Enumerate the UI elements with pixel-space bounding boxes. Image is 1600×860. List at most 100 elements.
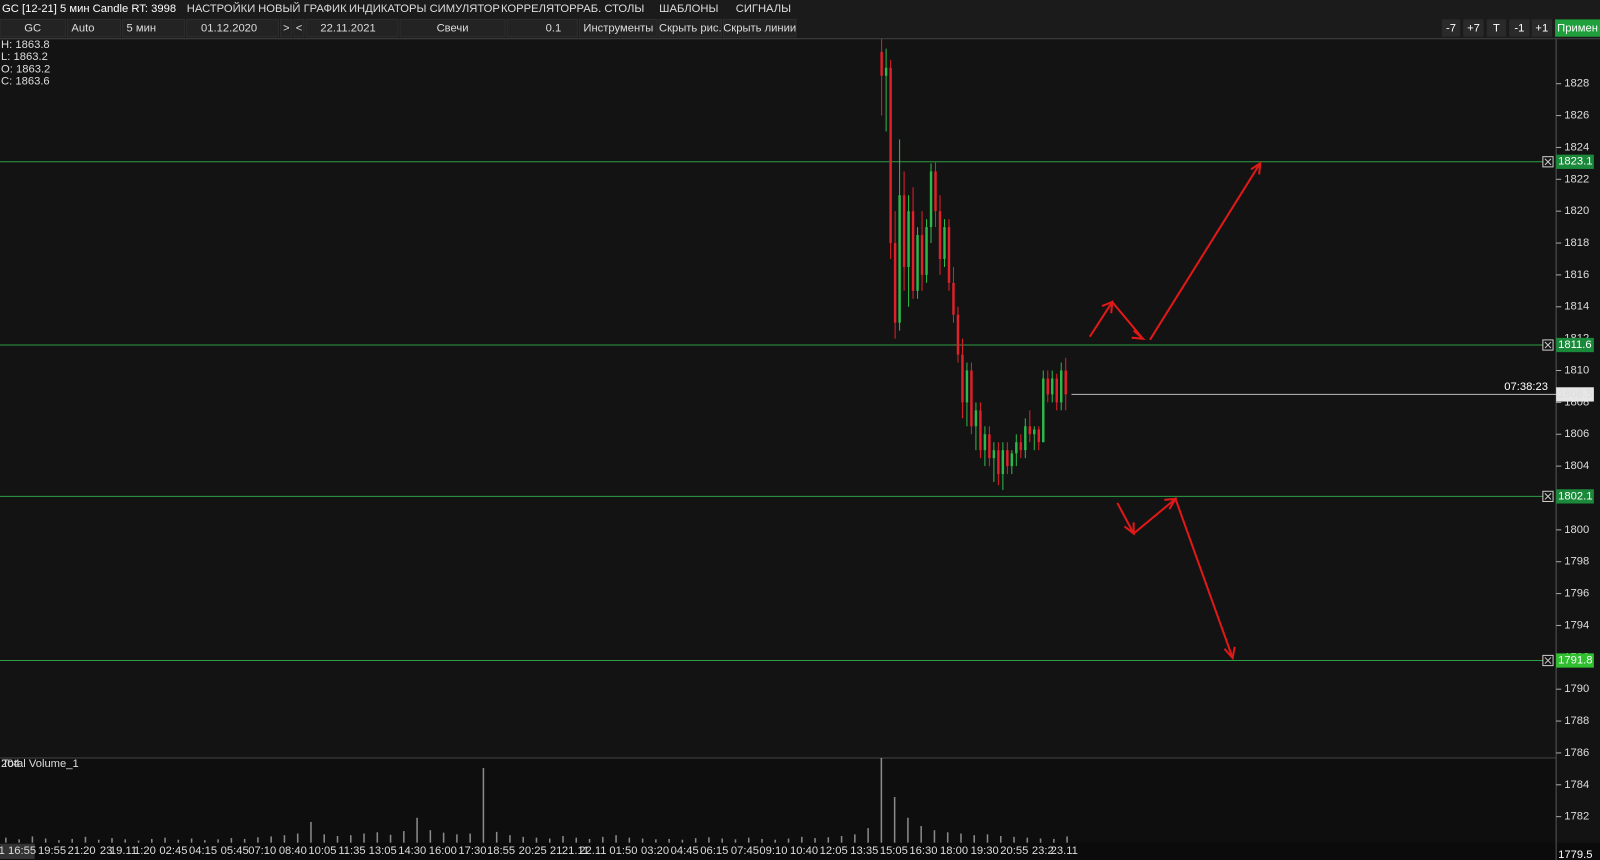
menu-item[interactable]: РАБ. СТОЛЫ [577, 3, 645, 15]
volume-bar [5, 837, 7, 843]
volume-bar [363, 833, 365, 843]
chart-title: GC [12-21] 5 мин Candle RT: 3998 [2, 3, 176, 15]
volume-bar [296, 833, 299, 843]
level-close[interactable] [1542, 654, 1554, 667]
menu-item[interactable]: КОРРЕЛЯТОР [501, 3, 577, 15]
candle-body [983, 434, 987, 451]
menu-item[interactable]: ШАБЛОНЫ [659, 3, 718, 15]
input-field[interactable] [579, 18, 658, 38]
input-field[interactable] [399, 18, 506, 38]
candle-body [943, 227, 946, 259]
menu-item[interactable]: ИНДИКАТОРЫ [349, 3, 427, 15]
button[interactable] [1555, 19, 1600, 37]
volume-bar [641, 838, 644, 843]
arrow [1116, 497, 1234, 659]
volume-bar [655, 839, 657, 843]
arrow [1149, 162, 1262, 341]
x-tick-label: 21:20 [68, 845, 96, 857]
input-text[interactable]: 01.12.2020 [201, 23, 257, 35]
input-field[interactable] [186, 18, 280, 38]
input-text[interactable]: GC [24, 23, 41, 35]
x-tick-label: 12:05 [820, 845, 848, 857]
volume-bar [124, 839, 127, 843]
input-field[interactable] [0, 18, 66, 38]
volume-bar [907, 817, 909, 843]
candle-body [911, 211, 915, 291]
volume-bar [97, 839, 100, 843]
input-text[interactable]: 0.1 [546, 23, 562, 35]
menu-item[interactable]: СИГНАЛЫ [736, 3, 791, 15]
volume-bar [350, 835, 352, 843]
y-tick-label: 1814 [1564, 301, 1589, 313]
x-tick-label: 19.11 [110, 845, 137, 857]
input-field[interactable] [658, 18, 722, 38]
volume-tick-label: 204 [1, 758, 20, 770]
button-label[interactable]: +1 [1535, 23, 1548, 35]
volume-bar [602, 836, 604, 843]
candle-body [889, 67, 892, 244]
candle-body [970, 370, 973, 427]
level-close-x[interactable] [1544, 341, 1552, 349]
volume-bar [84, 836, 87, 843]
input-text[interactable]: > [283, 23, 290, 35]
input-field[interactable] [121, 18, 186, 38]
candle-body [952, 282, 955, 315]
input-field[interactable] [66, 18, 121, 38]
button-label[interactable]: T [1493, 23, 1500, 35]
y-tick-label: 1800 [1564, 524, 1589, 536]
input-text[interactable]: < [296, 23, 303, 35]
input-text[interactable]: 5 мин [127, 23, 157, 35]
input-field[interactable] [506, 18, 579, 38]
y-tick-label: 1824 [1564, 141, 1589, 153]
input-text[interactable]: Инструменты [583, 23, 653, 35]
level-close-x[interactable] [1544, 158, 1552, 166]
input-field[interactable] [722, 18, 797, 38]
volume-bar [429, 830, 432, 843]
input-text[interactable]: Свечи [437, 23, 469, 35]
candle-body [1055, 378, 1058, 403]
volume-bar [814, 838, 816, 843]
level-close-x[interactable] [1544, 492, 1552, 500]
input-field[interactable] [305, 18, 399, 38]
input-field[interactable] [293, 18, 305, 38]
level-close-x[interactable] [1544, 657, 1552, 664]
x-tick-label: 18:55 [487, 845, 515, 857]
level-close[interactable] [1542, 490, 1554, 502]
menu-item[interactable]: НОВЫЙ ГРАФИК [258, 2, 347, 15]
x-tick-label: 13:35 [850, 845, 878, 857]
volume-bar [495, 831, 498, 843]
volume-bar [230, 838, 233, 843]
volume-bar [257, 837, 259, 843]
volume-bar [973, 835, 975, 843]
y-tick-label: 1788 [1564, 715, 1589, 727]
button[interactable] [1531, 19, 1553, 37]
volume-bar [734, 839, 737, 843]
button-label[interactable]: -7 [1446, 23, 1456, 35]
input-text[interactable]: 22.11.2021 [320, 23, 375, 35]
button-label[interactable]: Примен [1557, 23, 1598, 35]
x-tick-label: 13:05 [369, 845, 397, 857]
y-tick-label: 1786 [1564, 747, 1589, 759]
volume-bar [615, 835, 617, 843]
input-text[interactable]: Скрыть рис. [659, 23, 722, 35]
input-text[interactable]: Скрыть линии [723, 23, 796, 35]
menu-item[interactable]: СИМУЛЯТОР [430, 3, 500, 15]
input-field[interactable] [280, 18, 293, 38]
button[interactable] [1509, 19, 1530, 37]
button-label[interactable]: +7 [1467, 23, 1480, 35]
volume-bar [840, 836, 843, 843]
volume-bar [1000, 836, 1002, 843]
y-tick-label: 1806 [1564, 428, 1589, 440]
button-label[interactable]: -1 [1514, 23, 1524, 35]
input-text[interactable]: Auto [71, 23, 94, 35]
button[interactable] [1441, 19, 1461, 37]
volume-bar [58, 840, 60, 843]
level-close[interactable] [1542, 339, 1554, 351]
menu-item[interactable]: НАСТРОЙКИ [187, 2, 256, 15]
candle-body [997, 450, 1000, 475]
level-close[interactable] [1542, 156, 1554, 168]
candle-body [1001, 450, 1005, 475]
button[interactable] [1486, 19, 1507, 37]
button[interactable] [1463, 19, 1484, 37]
